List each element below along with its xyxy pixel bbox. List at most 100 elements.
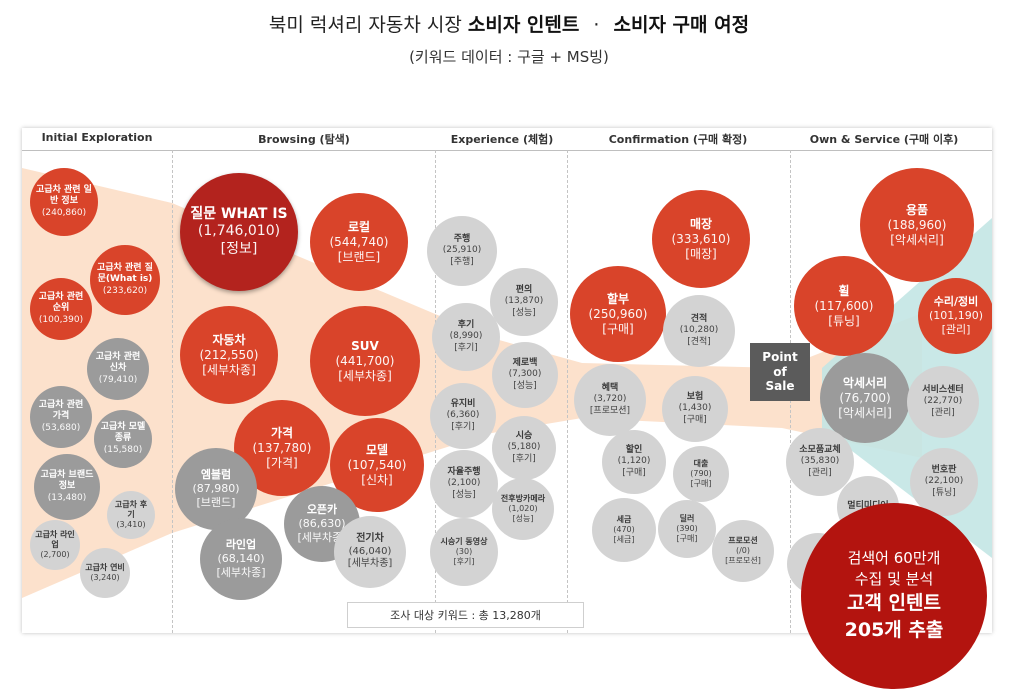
bubble-value: (790) [690,469,712,478]
bubble-value: (117,600) [814,298,874,313]
pos-line-3: Sale [765,379,795,394]
bubble-tag: [성능] [512,307,536,318]
bubble-name: 제로백 [512,358,538,369]
bubble-name: 주행 [453,234,471,245]
bubble-tag: [후기] [453,557,475,566]
bubble-value: (79,410) [98,374,138,385]
bubble-name: 고급차 관련 신차 [95,352,141,374]
bubble-name: 보험 [686,392,704,403]
bubble-value: (240,860) [41,207,87,218]
intent-bubble: 고급차 관련 일반 정보 (240,860) [30,168,98,236]
bubble-name: 딜러 [679,514,695,523]
bubble-tag: [구매] [683,414,707,425]
page-title: 북미 럭셔리 자동차 시장 소비자 인텐트 · 소비자 구매 여정 [0,10,1018,37]
bubble-name: 가격 [270,425,294,440]
survey-keyword-note: 조사 대상 키워드 : 총 13,280개 [347,602,584,628]
intent-bubble: 대출 (790) [구매] [673,446,729,502]
bubble-value: (544,740) [329,234,389,249]
bubble-tag: [관리] [941,322,971,336]
intent-bubble: 고급차 모델 종류 (15,580) [94,410,152,468]
bubble-value: (25,910) [442,245,482,256]
bubble-name: 용품 [905,202,929,217]
bubble-value: (188,960) [887,217,947,232]
bubble-name: 고급차 관련 순위 [38,292,84,314]
bubble-name: 시승기 동영상 [440,537,488,546]
bubble-name: 편의 [515,285,533,296]
bubble-value: (3,240) [90,573,120,582]
bubble-value: (390) [676,524,698,533]
header-divider [22,150,992,151]
bubble-value: (333,610) [671,231,731,246]
bubble-tag: [관리] [931,407,955,418]
bubble-tag: [매장] [685,246,717,261]
bubble-name: 고급차 관련 질문(What is) [97,263,153,285]
bubble-value: (7,300) [508,369,542,380]
bubble-tag: [튜닝] [828,313,860,328]
bubble-value: (35,830) [800,456,840,467]
intent-bubble: 용품 (188,960) [악세서리] [860,168,974,282]
intent-bubble: 프로모션 (/0) [프로모션] [712,520,774,582]
bubble-name: 혜택 [601,383,619,394]
title-prefix: 북미 럭셔리 자동차 시장 [268,14,462,36]
bubble-value: (441,700) [335,353,395,368]
bubble-tag: [견적] [687,336,711,347]
title-bold-journey: 소비자 구매 여정 [613,14,750,36]
intent-bubble: 악세서리 (76,700) [악세서리] [820,353,910,443]
callout-line-3: 고객 인텐트 [846,592,941,615]
bubble-name: 고급차 브랜드 정보 [40,470,94,492]
stage-label-initial: Initial Exploration [41,131,153,144]
intent-bubble: 소모품교체 (35,830) [관리] [786,428,854,496]
bubble-tag: [성능] [452,489,476,500]
page-subtitle: (키워드 데이터 : 구글 + MS빙) [409,48,609,66]
bubble-tag: [구매] [622,467,646,478]
bubble-name: 할인 [625,445,643,456]
bubble-value: (13,870) [504,296,544,307]
bubble-value: (101,190) [928,309,984,323]
intent-bubble: 라인업 (68,140) [세부차종] [200,518,282,600]
bubble-name: 로컬 [347,219,371,234]
bubble-name: 시승 [515,431,533,442]
intent-bubble: 고급차 브랜드 정보 (13,480) [34,454,100,520]
bubble-name: 질문 WHAT IS [190,205,288,222]
bubble-name: 모델 [365,442,389,457]
bubble-value: (15,580) [103,444,143,455]
bubble-name: 오픈카 [306,503,338,517]
bubble-name: 소모품교체 [799,445,841,456]
bubble-tag: [가격] [266,455,298,470]
intent-bubble: 고급차 후기 (3,410) [107,491,155,539]
intent-bubble: SUV (441,700) [세부차종] [310,306,420,416]
stage-label-confirmation: Confirmation (구매 확정) [608,133,748,146]
bubble-tag: [후기] [512,453,536,464]
intent-bubble: 전후방카메라 (1,020) [성능] [492,478,554,540]
bubble-tag: [악세서리] [838,405,892,420]
intent-bubble: 자율주행 (2,100) [성능] [430,450,498,518]
bubble-value: (1,020) [508,504,538,513]
callout-line-2: 수집 및 분석 [854,570,934,589]
bubble-name: 매장 [689,216,713,231]
intent-bubble: 딜러 (390) [구매] [658,500,716,558]
bubble-value: (13,480) [47,492,87,503]
bubble-name: 자율주행 [447,467,481,478]
bubble-name: 후기 [457,320,475,331]
bubble-name: 할부 [606,291,630,306]
bubble-tag: [세부차종] [216,565,266,579]
summary-callout: 검색어 60만개 수집 및 분석 고객 인텐트 205개 추출 [801,503,987,689]
callout-line-1: 검색어 60만개 [847,549,941,568]
pos-line-1: Point [762,350,798,365]
bubble-value: (/0) [735,546,751,555]
intent-bubble: 고급차 라인업 (2,700) [30,520,80,570]
bubble-value: (1,120) [617,456,651,467]
bubble-name: 고급차 관련 가격 [38,400,84,422]
intent-bubble: 서비스센터 (22,770) [관리] [907,366,979,438]
bubble-value: (100,390) [38,314,84,325]
intent-bubble: 엠블럼 (87,980) [브랜드] [175,448,257,530]
bubble-name: 번호판 [931,465,957,476]
intent-bubble: 번호판 (22,100) [튜닝] [910,448,978,516]
title-bold-intent: 소비자 인텐트 [467,14,580,36]
bubble-value: (3,410) [116,520,146,529]
bubble-name: 악세서리 [842,375,888,390]
bubble-name: 전후방카메라 [500,494,546,503]
bubble-value: (3,720) [593,394,627,405]
bubble-tag: [프로모션] [725,556,761,565]
point-of-sale-box: Point of Sale [750,343,810,401]
